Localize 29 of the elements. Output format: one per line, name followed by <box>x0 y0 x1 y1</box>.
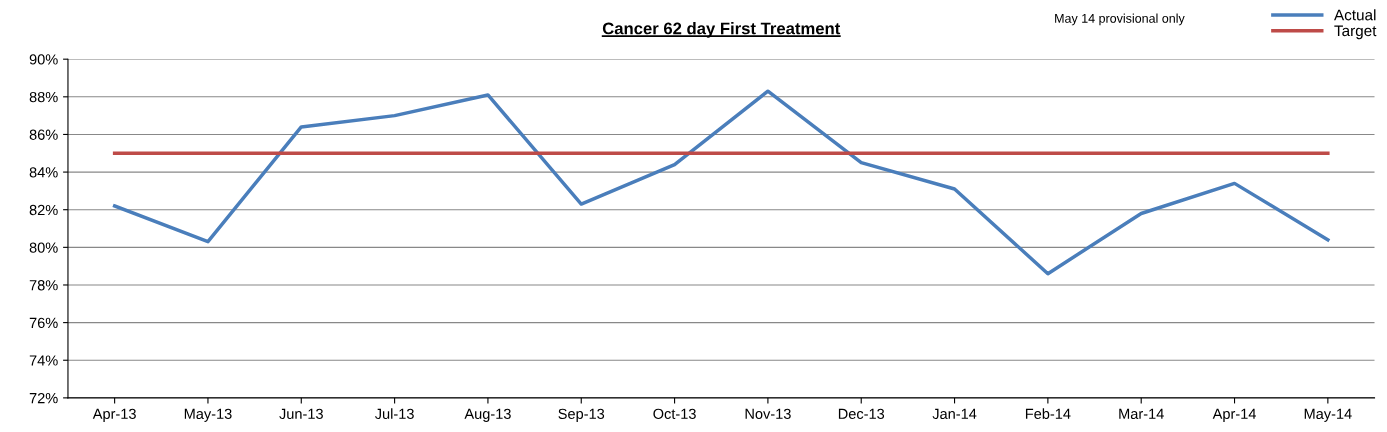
y-tick-label: 90% <box>29 54 58 65</box>
x-tick-label: Jun-13 <box>279 408 323 419</box>
y-tick-label: 76% <box>29 317 58 329</box>
x-tick-label: Aug-13 <box>464 408 511 422</box>
x-tick-label: Apr-13 <box>92 408 136 422</box>
x-tick-label: Apr-14 <box>1212 408 1256 422</box>
legend-label: Actual <box>1334 9 1376 21</box>
x-tick-label: Mar-14 <box>1119 408 1164 419</box>
x-tick-label: Dec-13 <box>838 408 885 419</box>
x-tick-label: May-14 <box>1304 408 1352 422</box>
y-tick-label: 88% <box>29 91 58 103</box>
x-tick-label: Nov-13 <box>745 408 791 419</box>
text: May 14 provisional only <box>1055 13 1185 26</box>
y-tick-label: 84% <box>29 167 58 178</box>
x-tick-label: Feb-14 <box>1025 408 1071 419</box>
y-tick-label: 74% <box>29 355 58 366</box>
y-tick-label: 86% <box>29 129 58 140</box>
y-tick-label: 82% <box>29 204 58 216</box>
y-tick-label: 80% <box>29 242 58 253</box>
x-tick-label: Sep-13 <box>558 408 605 422</box>
legend-label: Target <box>1334 25 1377 40</box>
chart-title: Cancer 62 day First Treatment <box>602 22 841 38</box>
y-tick-label: 72% <box>29 392 58 404</box>
y-tick-label: 78% <box>29 280 58 291</box>
x-tick-label: Jan-14 <box>932 408 977 419</box>
x-tick-label: Oct-13 <box>653 408 696 419</box>
line-series <box>112 89 1330 276</box>
x-tick-label: May-13 <box>184 408 232 422</box>
x-tick-label: Jul-13 <box>374 408 414 419</box>
